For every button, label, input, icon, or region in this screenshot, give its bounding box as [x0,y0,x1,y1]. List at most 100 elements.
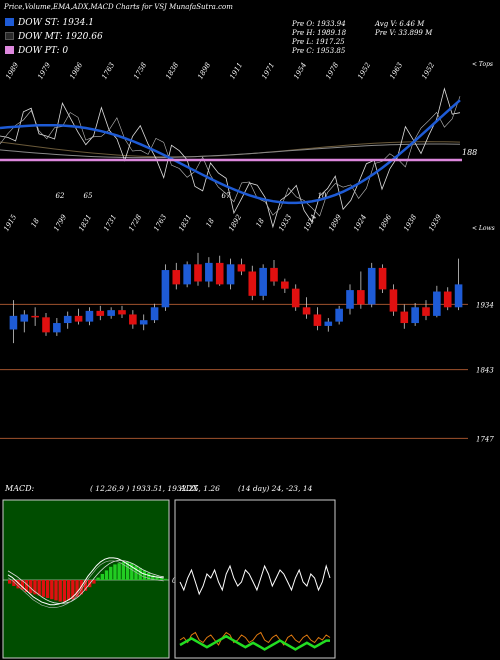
macd-histogram-bar [83,580,88,591]
bottom-price-label: 1731 [102,213,118,232]
bottom-price-label: 1831 [77,213,93,232]
legend-dow-st: DOW ST: 1934.1 [5,18,94,28]
adx-plot-area [174,499,336,659]
bottom-price-label: 1934 [302,213,318,232]
mid-value-label: 62 [56,192,65,200]
legend-swatch-st [5,18,14,26]
candle-body [107,310,115,316]
macd-histogram-bar [104,570,109,580]
macd-histogram-bar [138,568,142,580]
top-price-label: 1763 [100,61,116,81]
legend-swatch-mt [5,32,14,40]
price-line [0,87,461,229]
candle-body [443,291,452,308]
legend-label-pt: DOW PT: 0 [18,46,69,56]
bottom-price-label: 1896 [377,213,393,233]
macd-line-shadow [7,560,164,609]
macd-histogram-bar [41,580,46,597]
macd-histogram-bar [151,575,155,580]
macd-histogram-bar [16,580,20,589]
candle-body [42,317,50,333]
macd-histogram-bar [50,580,54,600]
macd-histogram-bar [142,570,147,580]
bottom-price-label: 1915 [2,213,18,233]
candle-body [20,314,29,322]
macd-histogram-bar [24,580,29,592]
candle-body [324,321,333,326]
macd-histogram-bar [121,562,126,580]
macd-signal-line [7,560,164,604]
candle-body [259,267,267,296]
macd-histogram-bar [62,580,67,602]
top-price-label: 1989 [4,61,20,81]
bottom-price-label: 1899 [327,213,343,233]
adx-minus-di-line [179,631,331,646]
stat-pre-low: Pre L: 1917.25 [292,38,345,46]
macd-histogram-bar [66,580,71,601]
adx-line [179,634,330,651]
candle-body [411,307,419,324]
macd-histogram-bar [100,574,104,580]
macd-histogram-bar [117,563,121,580]
legend-dow-pt: DOW PT: 0 [5,46,68,56]
macd-title: MACD: [4,484,35,493]
candle-body [335,308,343,322]
price-axis-label: 1934 [476,301,494,309]
macd-histogram-bar [96,577,100,580]
candlestick-panel: 1934 1843 1747 [0,252,494,443]
macd-histogram-bar [134,565,138,580]
legend-label-mt: DOW MT: 1920.66 [18,32,103,42]
candle-body [422,307,430,316]
mid-value-label: 65 [84,192,93,200]
macd-histogram-bar [130,563,134,580]
macd-histogram-bar [163,578,168,580]
chart-title: Price,Volume,EMA,ADX,MACD Charts for VSJ… [4,3,233,11]
adx-plus-di-line [179,564,331,596]
candle-body [205,262,213,282]
macd-histogram-bar [54,580,58,601]
macd-histogram-bar [92,580,96,584]
legend-dow-mt: DOW MT: 1920.66 [5,32,103,42]
macd-histogram-bar [155,576,159,580]
candle-body [270,267,278,282]
ema-lt-line [0,143,461,159]
candle-body [85,310,94,322]
stat-avg-volume: Avg V: 6.46 M [375,20,425,28]
macd-histogram-bar [75,580,79,597]
candle-body [389,289,398,312]
macd-panel: MACD:( 12,26,9 ) 1933.51, 1932.25, 1.260 [2,484,220,659]
top-price-label: 1978 [324,61,340,81]
bottom-price-label: 1763 [152,213,168,233]
candle-body [53,323,61,333]
top-price-label: 1758 [132,61,148,81]
candle-body [172,270,181,285]
bottom-price-label: 1924 [352,213,368,232]
candle-body [248,271,257,296]
stat-pre-volume: Pre V: 33.899 M [375,29,433,37]
top-price-label: 1986 [68,61,84,81]
candle-body [226,264,235,285]
macd-histogram-bar [8,580,12,584]
candle-body [357,290,365,305]
stat-pre-close: Pre C: 1953.85 [292,47,346,55]
price-axis-label: 1843 [476,367,494,375]
candle-body [74,315,83,322]
bottom-price-label: 1939 [427,213,443,233]
candle-body [139,320,148,325]
candle-body [291,288,300,308]
candle-body [281,281,289,289]
macd-histogram-bar [12,580,16,586]
top-price-label: 1979 [36,61,52,81]
macd-histogram-bar [109,566,113,580]
bottom-price-label: 1831 [177,213,193,232]
ema-end-label: 188 [462,148,477,157]
bottom-price-label: 1938 [402,213,418,233]
macd-histogram-bar [45,580,50,598]
price-axis-label: 1747 [476,435,494,443]
candle-body [346,290,354,309]
bottom-price-label: 18 [255,217,267,229]
macd-histogram-bar [159,577,163,580]
candle-body [194,264,202,282]
